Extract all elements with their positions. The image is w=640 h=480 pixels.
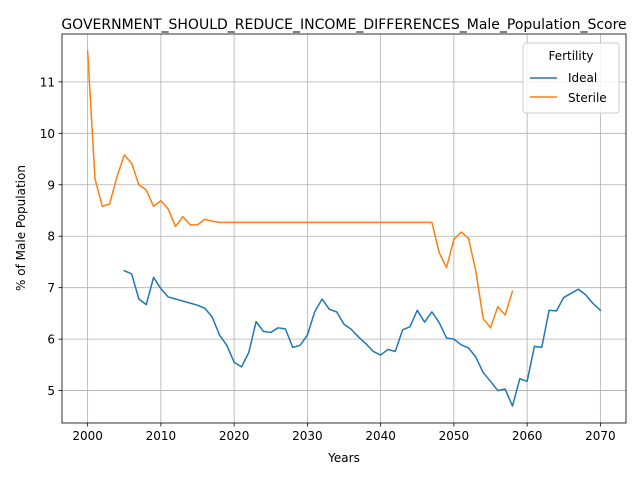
legend-label-sterile: Sterile <box>568 91 607 105</box>
x-axis-label: Years <box>327 451 360 465</box>
y-tick-label: 7 <box>47 281 55 295</box>
legend-label-ideal: Ideal <box>568 71 597 85</box>
y-tick-label: 10 <box>40 127 55 141</box>
legend: Fertility Ideal Sterile <box>522 42 620 114</box>
y-tick-label: 6 <box>47 333 55 347</box>
y-axis-label: % of Male Population <box>14 165 28 291</box>
series-line-ideal <box>123 269 602 407</box>
x-tick-label: 2060 <box>512 429 543 443</box>
x-tick-label: 2000 <box>72 429 103 443</box>
y-tick-label: 9 <box>47 178 55 192</box>
x-tick-label: 2070 <box>585 429 616 443</box>
y-tick-label: 5 <box>47 384 55 398</box>
y-tick-label: 8 <box>47 230 55 244</box>
y-axis-ticks: 5 6 7 8 9 10 11 <box>40 75 62 398</box>
x-tick-label: 2030 <box>292 429 323 443</box>
legend-title: Fertility <box>548 49 593 63</box>
x-tick-label: 2020 <box>219 429 250 443</box>
chart-title: GOVERNMENT_SHOULD_REDUCE_INCOME_DIFFEREN… <box>61 17 626 33</box>
x-axis-ticks: 2000 2010 2020 2030 2040 2050 2060 2070 <box>72 423 616 443</box>
x-tick-label: 2040 <box>365 429 396 443</box>
y-tick-label: 11 <box>40 75 55 89</box>
series-line-sterile <box>86 50 514 329</box>
legend-box <box>522 42 620 114</box>
plot-frame <box>61 33 627 424</box>
x-tick-label: 2010 <box>146 429 177 443</box>
plot-lines <box>86 50 602 407</box>
x-tick-label: 2050 <box>439 429 470 443</box>
